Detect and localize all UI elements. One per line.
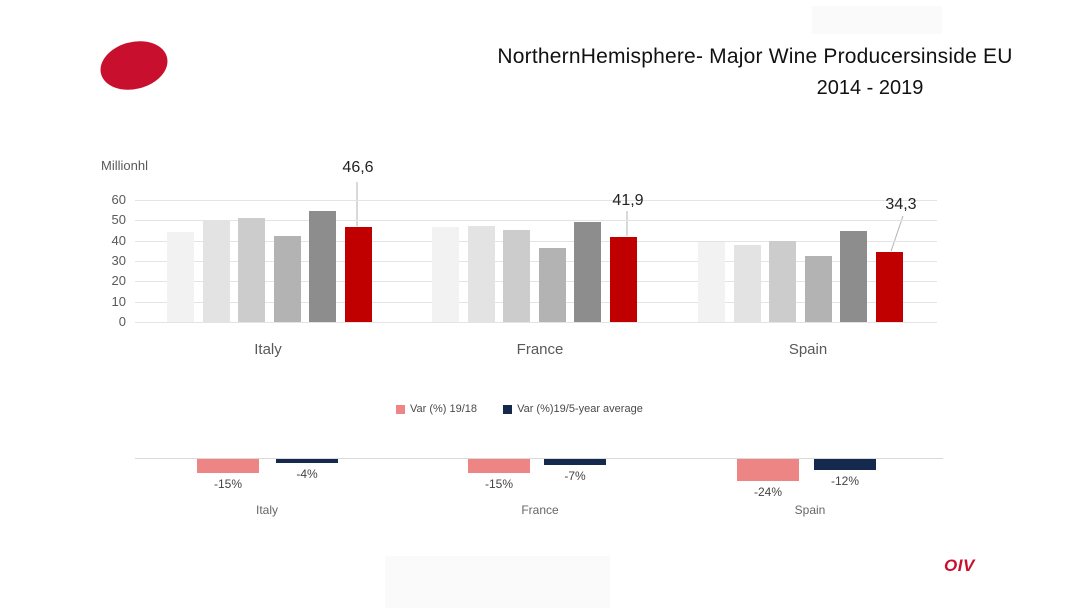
bar-spain-2014 [698, 241, 725, 322]
bar-spain-2019 [875, 252, 903, 322]
legend-swatch-icon [396, 404, 405, 414]
bar-france-2017 [538, 247, 566, 322]
bar-spain-2015 [733, 245, 761, 322]
gridline-40 [135, 240, 937, 242]
y-tick-0: 0 [118, 314, 126, 329]
legend-label: Var (%)19/5-year average [517, 403, 643, 415]
var-value-spain-0: -24% [753, 484, 783, 499]
var-bar-france-0 [468, 459, 530, 473]
gridline-20 [135, 281, 937, 283]
y-tick-60: 60 [111, 192, 126, 207]
legend: Var (%) 19/18 Var (%)19/5-year average [396, 403, 643, 415]
y-tick-40: 40 [111, 232, 126, 248]
bar-spain-2016 [769, 241, 796, 322]
legend-item-1: Var (%)19/5-year average [503, 403, 643, 415]
bar-italy-2019 [344, 227, 372, 322]
bar-italy-2017 [273, 235, 301, 322]
bar-spain-2017 [804, 255, 832, 322]
y-tick-50: 50 [111, 212, 126, 228]
var-bar-france-1 [544, 459, 606, 466]
var-bar-spain-0 [737, 459, 799, 481]
bar-italy-2014 [167, 232, 194, 322]
oiv-brand-text: OIV [944, 556, 975, 575]
page-title: NorthernHemisphere- Major Wine Producers… [497, 45, 1013, 68]
y-tick-10: 10 [111, 293, 126, 309]
y-tick-30: 30 [111, 253, 126, 268]
x-label-italy: Italy [254, 341, 282, 358]
gridline-50 [135, 220, 937, 222]
bar-france-2019 [609, 236, 637, 322]
var-value-france-0: -15% [484, 476, 514, 491]
var-value-france-1: -7% [564, 469, 586, 484]
bar-italy-2015 [202, 220, 230, 322]
var-value-spain-1: -12% [830, 473, 860, 488]
bar-france-2016 [503, 229, 530, 322]
gridline-60 [135, 200, 937, 201]
legend-item-0: Var (%) 19/18 [396, 403, 477, 415]
y-tick-20: 20 [111, 273, 126, 289]
page-subtitle: 2014 - 2019 [816, 77, 924, 99]
legend-swatch-icon [503, 404, 513, 414]
callout-value-france: 41,9 [612, 192, 644, 209]
var-x-label-italy: Italy [255, 503, 279, 517]
bar-france-2018 [574, 221, 601, 322]
x-label-france: France [516, 341, 564, 358]
var-bar-italy-0 [197, 459, 259, 473]
bottom-artifact [385, 556, 610, 608]
bar-france-2015 [467, 226, 495, 322]
var-x-label-spain: Spain [794, 503, 826, 517]
watermark-artifact [812, 6, 942, 34]
bar-italy-2018 [309, 210, 336, 322]
x-label-spain: Spain [788, 341, 828, 358]
gridline-10 [135, 301, 937, 303]
bar-france-2014 [432, 227, 459, 322]
var-value-italy-0: -15% [213, 476, 243, 491]
callout-value-spain: 34,3 [885, 196, 917, 213]
callout-value-italy: 46,6 [342, 159, 374, 176]
variation-axis-line [135, 458, 943, 459]
oiv-logo-ellipse-icon [95, 34, 173, 97]
gridline-30 [135, 261, 937, 262]
bar-spain-2018 [840, 230, 867, 322]
var-bar-spain-1 [814, 459, 876, 470]
var-x-label-france: France [521, 503, 559, 517]
legend-label: Var (%) 19/18 [410, 403, 478, 415]
var-value-italy-1: -4% [296, 466, 318, 481]
var-bar-italy-1 [276, 459, 338, 463]
gridline-0 [135, 322, 937, 323]
bar-italy-2016 [238, 218, 265, 322]
y-axis-unit-label: Millionhl [101, 158, 148, 173]
